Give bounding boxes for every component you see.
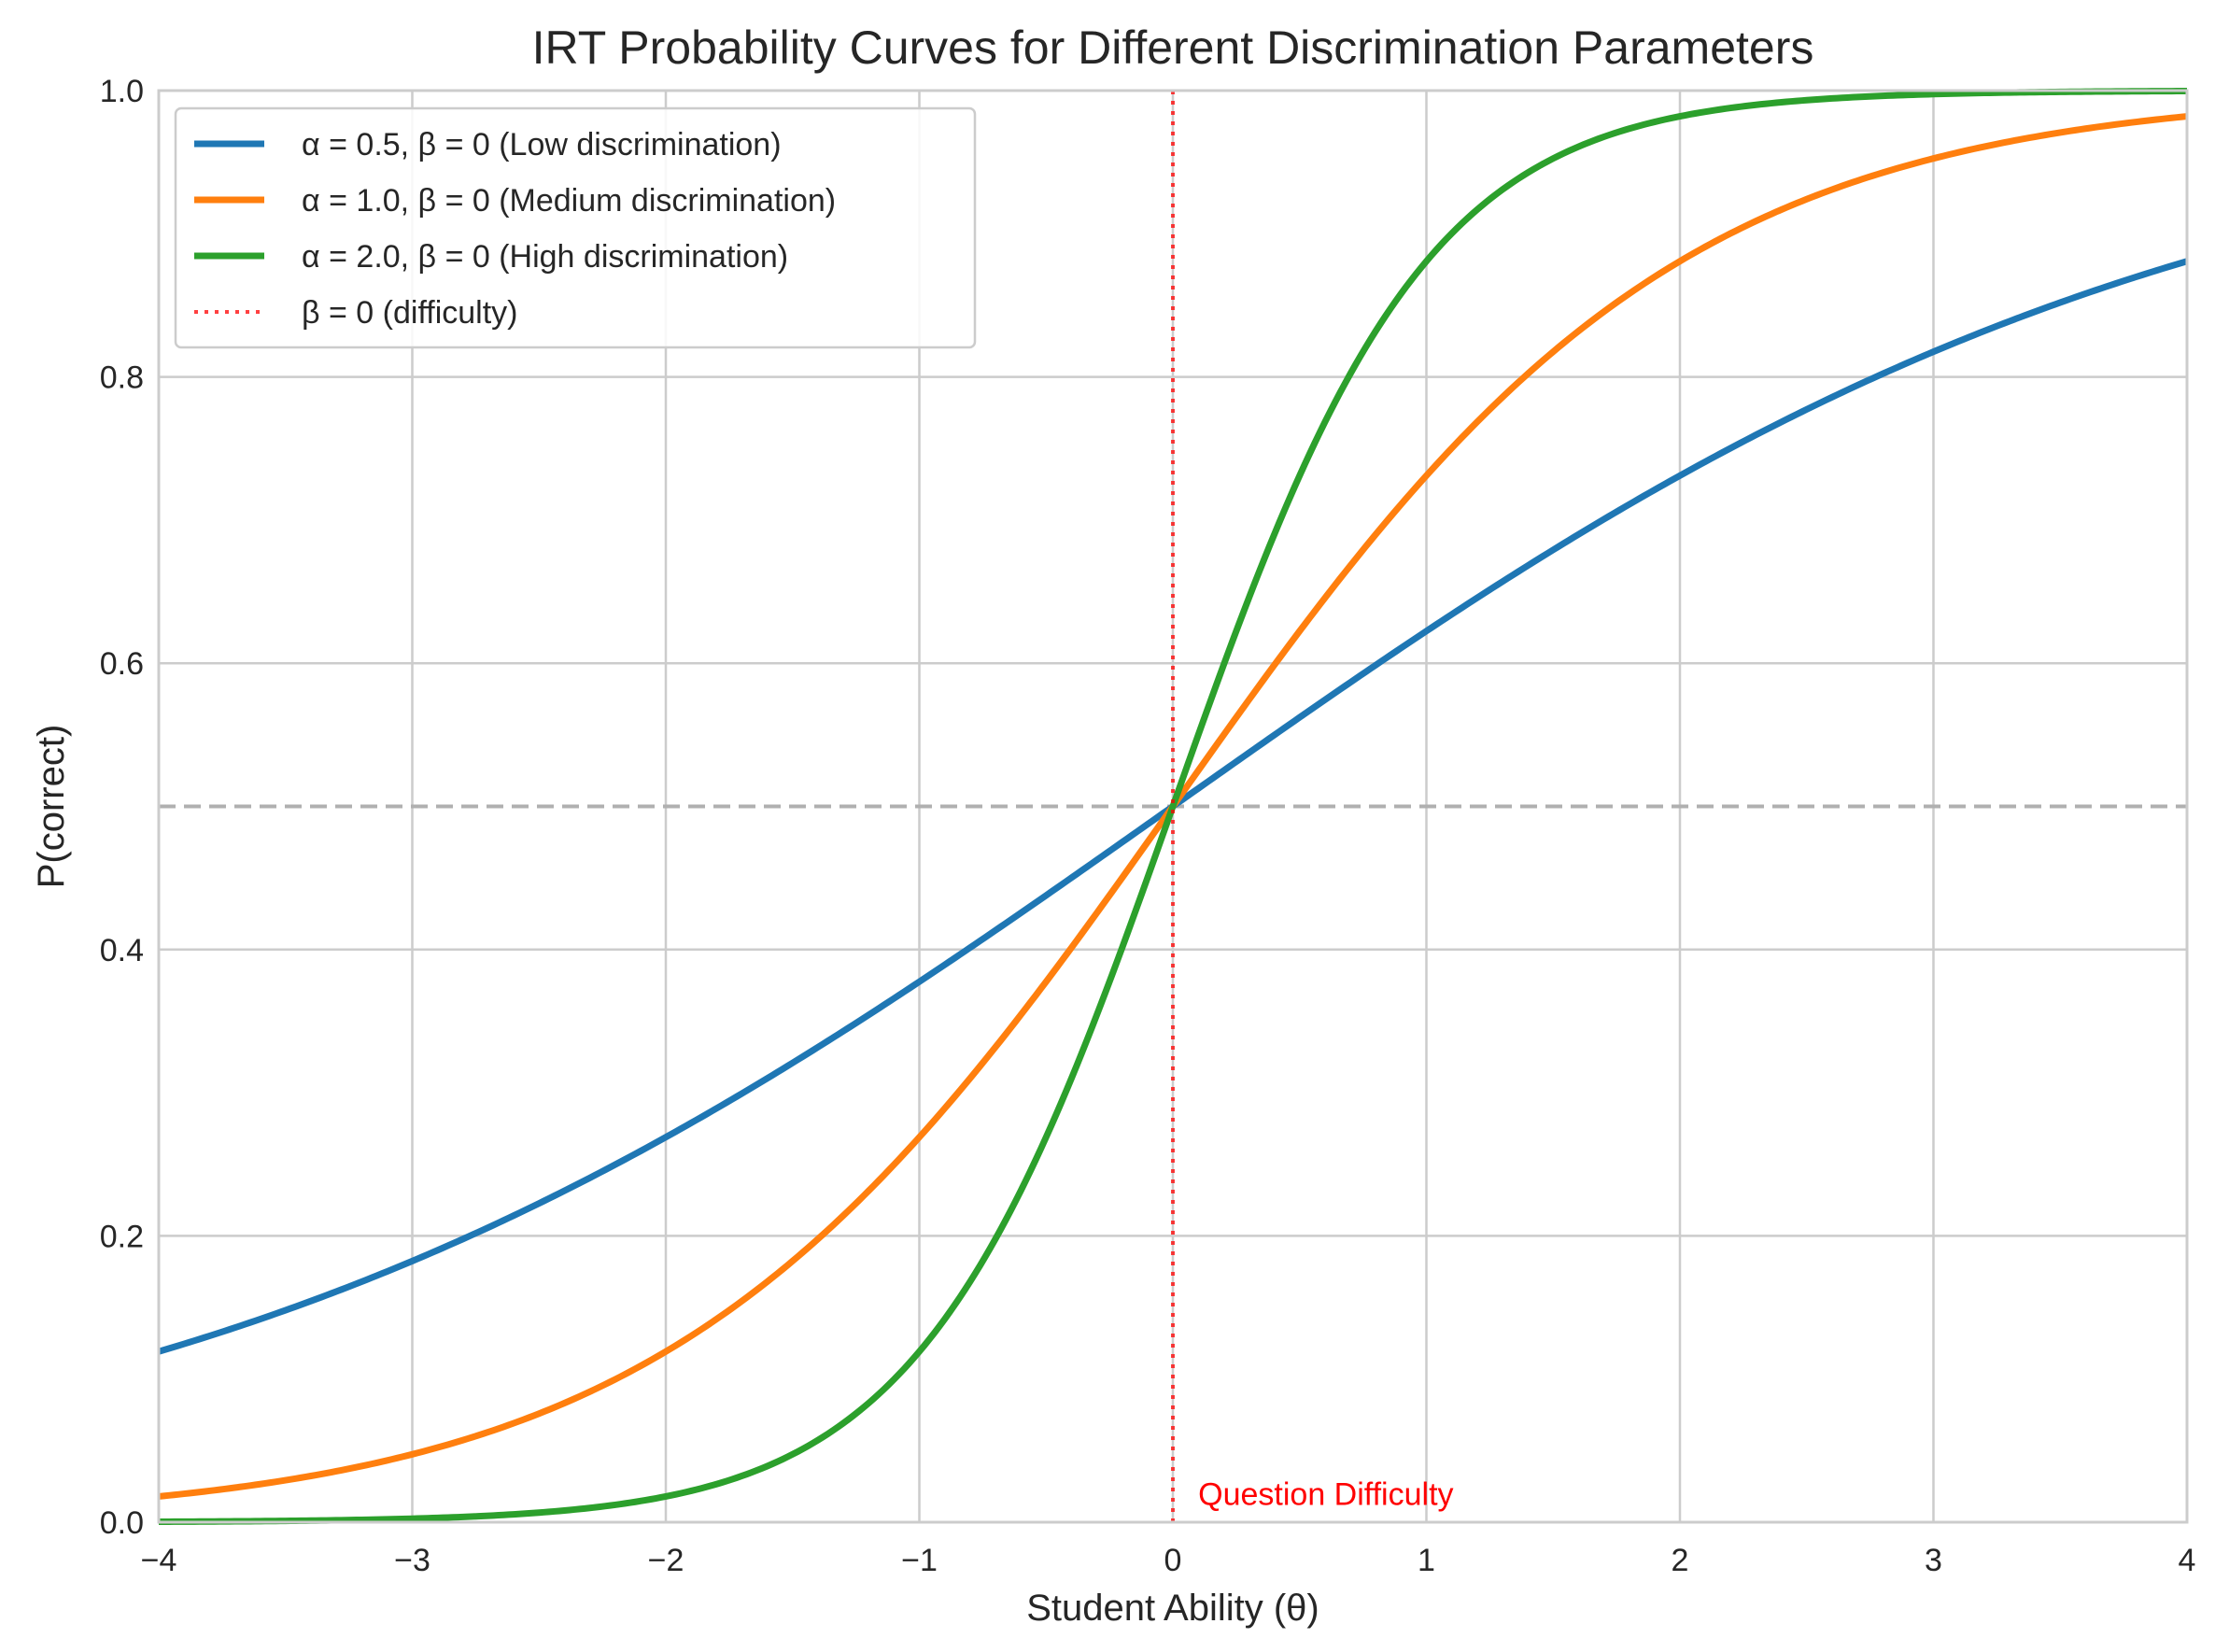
chart-title: IRT Probability Curves for Different Dis… (532, 21, 1814, 74)
x-tick-label: −1 (901, 1543, 938, 1578)
series-line-3 (158, 88, 2188, 1525)
x-tick-label: 3 (1925, 1543, 1942, 1578)
y-tick-label: 1.0 (100, 74, 144, 109)
x-tick-label: 0 (1164, 1543, 1182, 1578)
y-tick-label: 0.8 (100, 360, 144, 396)
x-tick-label: −2 (648, 1543, 684, 1578)
x-axis-label: Student Ability (θ) (1026, 1588, 1319, 1629)
x-tick-label: 2 (1672, 1543, 1689, 1578)
x-tick-label: −3 (394, 1543, 430, 1578)
legend: α = 0.5, β = 0 (Low discrimination) α = 1… (174, 106, 977, 349)
legend-label: β = 0 (difficulty) (302, 295, 518, 331)
x-tick-label: −4 (141, 1543, 177, 1578)
legend-box (174, 106, 977, 349)
x-tick-label: 4 (2179, 1543, 2196, 1578)
tick-labels: −4 −3 −2 −1 0 1 2 3 4 0.0 0.2 0.4 0.6 0.8 1.0 (100, 74, 2196, 1578)
y-tick-label: 0.2 (100, 1219, 144, 1254)
legend-label: α = 0.5, β = 0 (Low discrimination) (302, 127, 782, 162)
y-axis-label: P(correct) (31, 725, 72, 889)
question-difficulty-annotation: Question Difficulty (1198, 1476, 1453, 1512)
y-tick-label: 0.6 (100, 646, 144, 682)
legend-label: α = 1.0, β = 0 (Medium discrimination) (302, 183, 836, 219)
x-tick-label: 1 (1418, 1543, 1435, 1578)
plot-frame (157, 89, 2189, 1524)
y-tick-label: 0.4 (100, 933, 144, 968)
y-tick-label: 0.0 (100, 1505, 144, 1541)
legend-label: α = 2.0, β = 0 (High discrimination) (302, 239, 788, 275)
series-layer (158, 88, 2188, 1525)
